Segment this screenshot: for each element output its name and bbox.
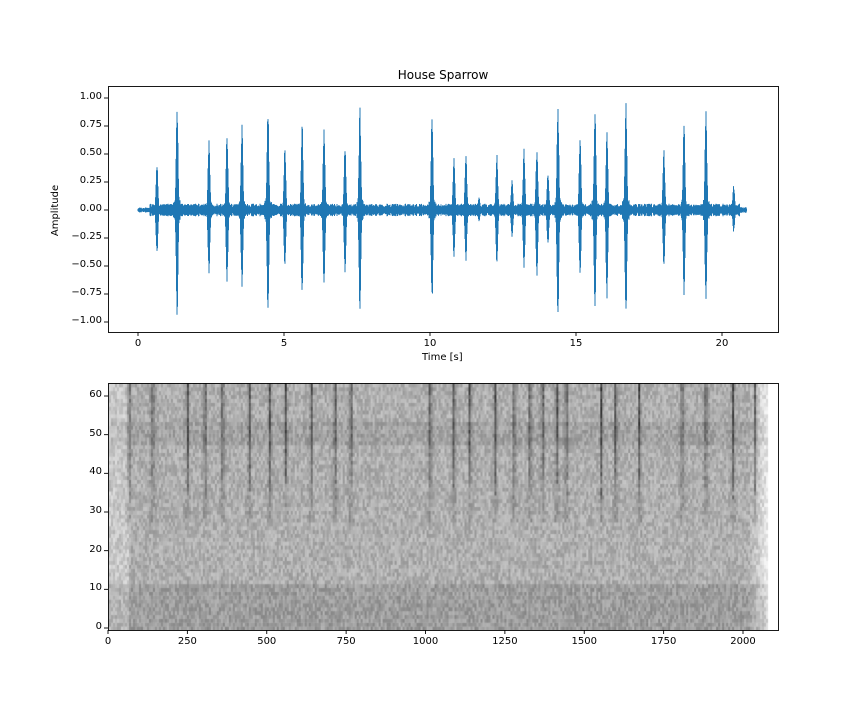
x-tick-label: 1000 bbox=[412, 636, 439, 647]
y-tick-label: −1.00 bbox=[71, 315, 102, 326]
x-tick-label: 1750 bbox=[650, 636, 677, 647]
x-tick-label: 15 bbox=[569, 338, 583, 349]
y-tick-label: 20 bbox=[89, 543, 102, 555]
y-tick-label: 0.25 bbox=[79, 175, 102, 186]
y-tick-label: 0.50 bbox=[79, 147, 102, 158]
x-tick-label: 250 bbox=[177, 636, 197, 647]
y-tick-label: 60 bbox=[89, 389, 102, 400]
x-tick-label: 1250 bbox=[492, 636, 518, 647]
y-tick-label: 0.75 bbox=[79, 119, 102, 130]
x-tick-label: 500 bbox=[257, 636, 277, 647]
x-tick-label: 1500 bbox=[571, 636, 597, 647]
x-tick-label: 20 bbox=[715, 338, 729, 349]
y-axis-label: Amplitude bbox=[50, 184, 62, 237]
y-tick-label: 30 bbox=[89, 505, 102, 516]
x-tick-label: 0 bbox=[134, 338, 142, 349]
y-tick-label: 0.00 bbox=[79, 203, 102, 214]
y-tick-label: 1.00 bbox=[79, 91, 102, 102]
x-tick-label: 750 bbox=[336, 636, 356, 647]
x-tick-label: 10 bbox=[423, 338, 437, 349]
x-tick-label: 2000 bbox=[730, 636, 756, 647]
y-tick-label: 0 bbox=[95, 621, 102, 632]
x-axis-label: Time [s] bbox=[422, 352, 463, 363]
x-tick-label: 5 bbox=[280, 338, 288, 349]
x-tick-label: 0 bbox=[104, 636, 112, 647]
y-tick-label: 10 bbox=[89, 582, 102, 594]
y-tick-label: −0.25 bbox=[71, 231, 102, 242]
y-tick-label: 40 bbox=[89, 466, 102, 478]
chart-title: House Sparrow bbox=[397, 68, 489, 82]
y-tick-label: 50 bbox=[89, 427, 102, 439]
y-tick-label: −0.75 bbox=[71, 287, 102, 298]
spectrogram-image bbox=[109, 383, 778, 630]
y-tick-label: −0.50 bbox=[71, 259, 102, 270]
